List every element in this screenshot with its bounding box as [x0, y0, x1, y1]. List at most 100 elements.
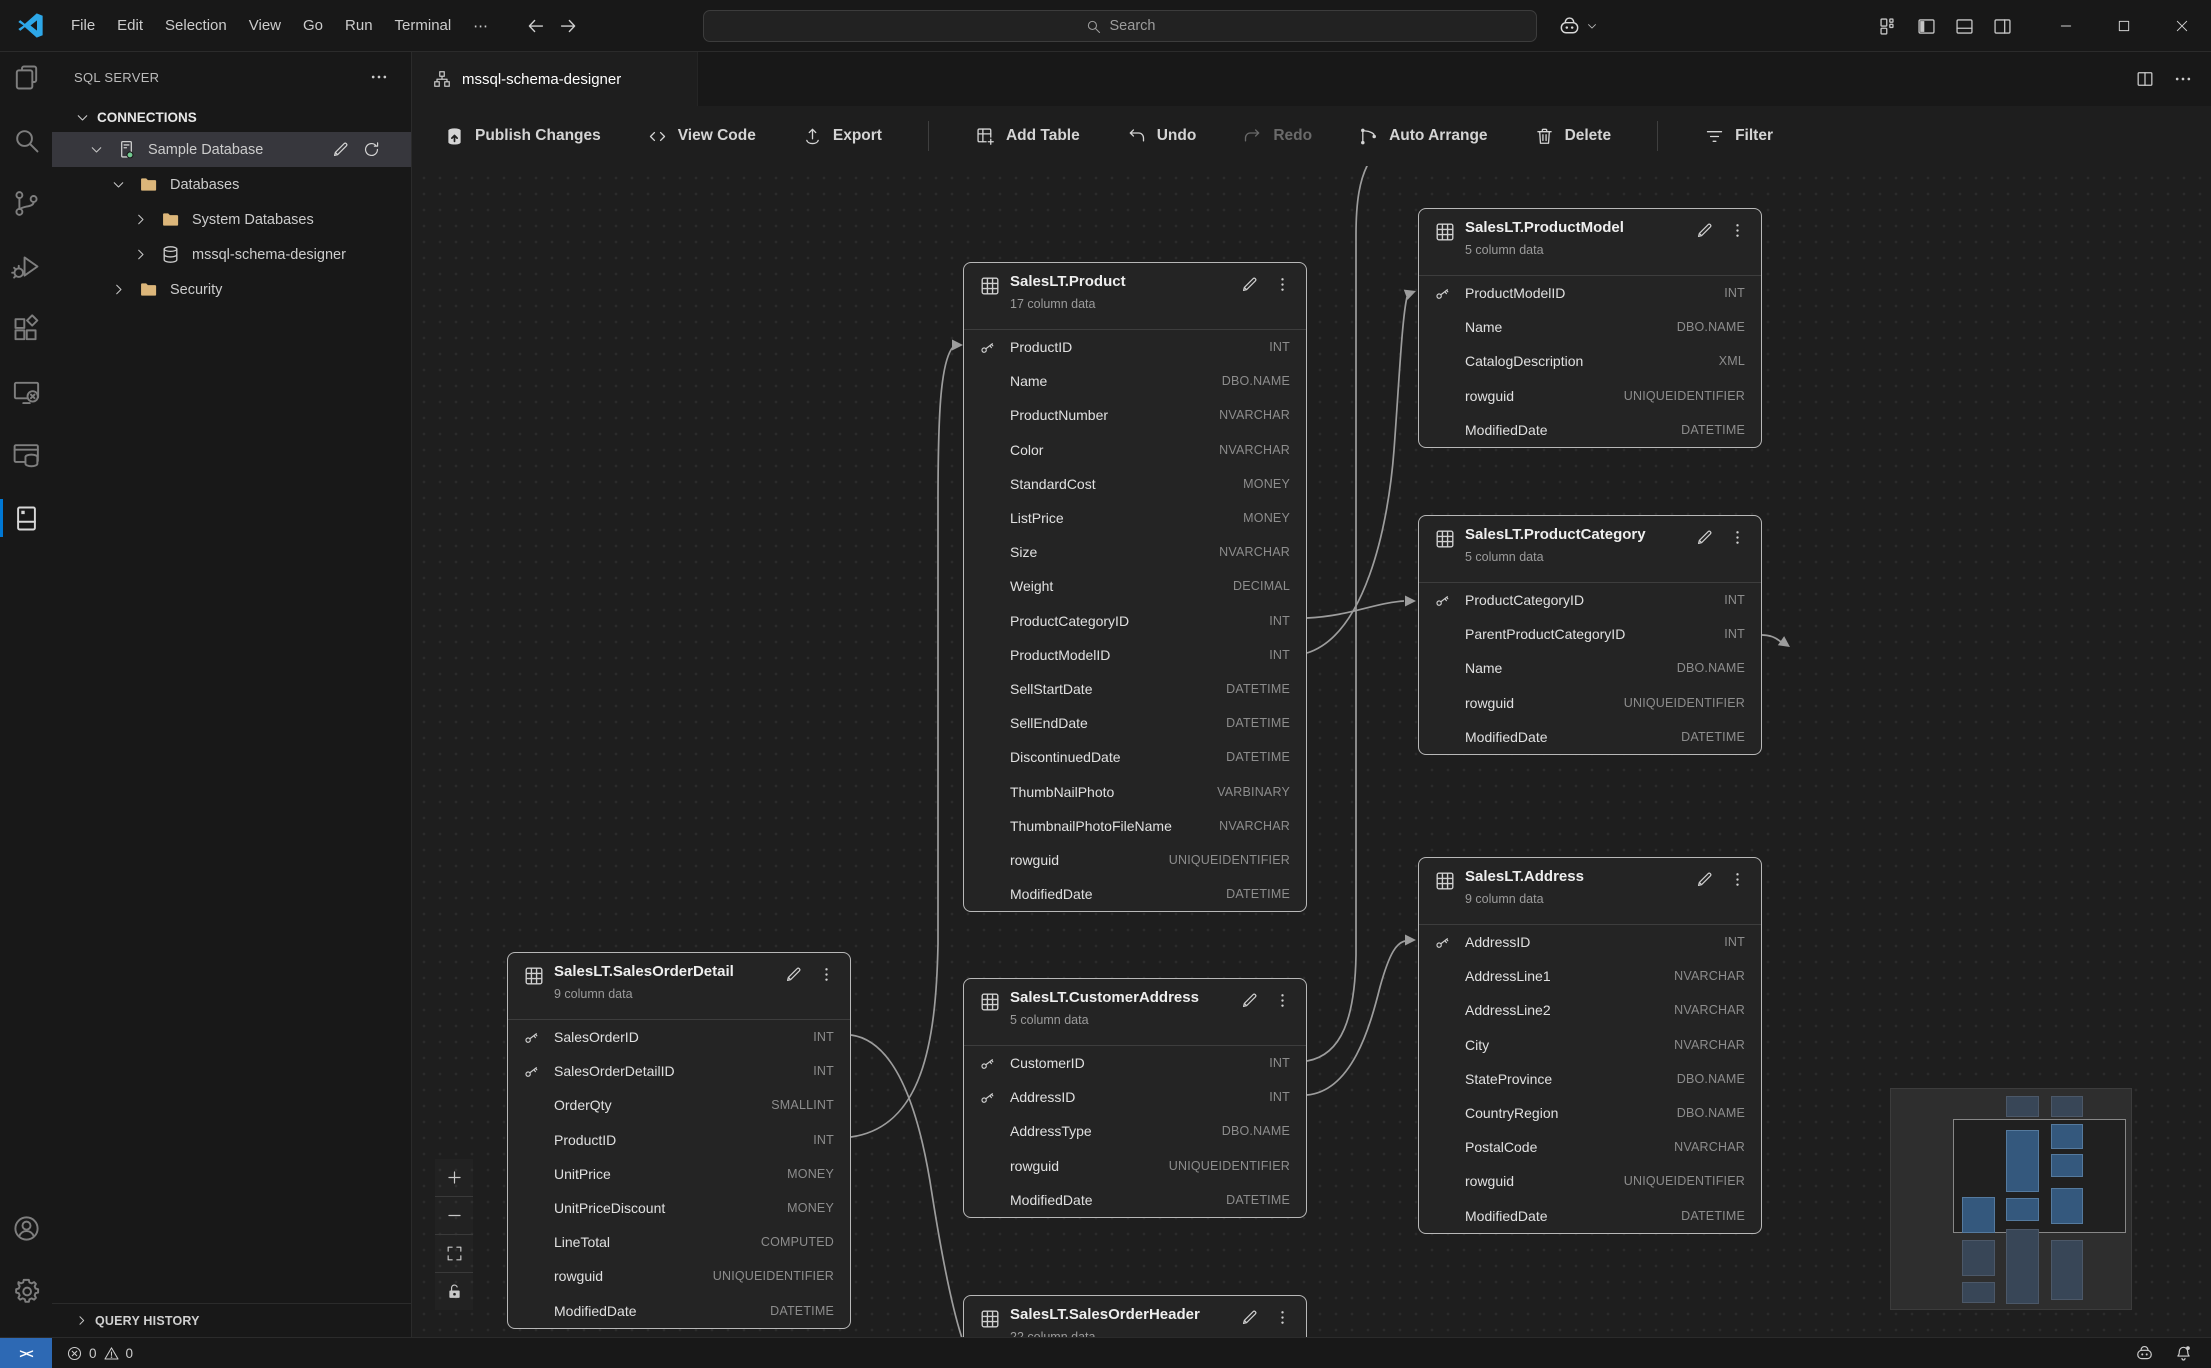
minimap[interactable] [1890, 1088, 2132, 1310]
column-row[interactable]: ModifiedDate DATETIME [964, 1183, 1306, 1217]
fit-view-button[interactable] [435, 1235, 473, 1273]
minimize-button[interactable] [2037, 0, 2095, 52]
undo-button[interactable]: Undo [1126, 126, 1196, 147]
column-row[interactable]: StandardCost MONEY [964, 467, 1306, 501]
column-row[interactable]: ListPrice MONEY [964, 501, 1306, 535]
menu-go[interactable]: Go [303, 16, 324, 34]
copilot-icon[interactable] [2135, 1344, 2154, 1363]
column-row[interactable]: CatalogDescription XML [1419, 344, 1761, 378]
column-row[interactable]: ParentProductCategoryID INT [1419, 617, 1761, 651]
menu-terminal[interactable]: Terminal [394, 16, 452, 34]
activity-item-remote-explorer[interactable] [0, 367, 52, 417]
lock-button[interactable] [435, 1273, 473, 1310]
column-row[interactable]: ProductModelID INT [964, 638, 1306, 672]
tree-item-system-databases[interactable]: System Databases [52, 202, 411, 237]
column-row[interactable]: rowguid UNIQUEIDENTIFIER [1419, 686, 1761, 720]
edit-table-icon[interactable] [1695, 870, 1714, 889]
column-row[interactable]: ProductCategoryID INT [964, 604, 1306, 638]
export-button[interactable]: Export [802, 126, 882, 147]
menu-run[interactable]: Run [345, 16, 373, 34]
column-row[interactable]: Name DBO.NAME [1419, 651, 1761, 685]
column-row[interactable]: ProductID INT [508, 1123, 850, 1157]
column-row[interactable]: AddressType DBO.NAME [964, 1114, 1306, 1148]
column-row[interactable]: ProductNumber NVARCHAR [964, 398, 1306, 432]
column-row[interactable]: LineTotal COMPUTED [508, 1225, 850, 1259]
column-row[interactable]: UnitPriceDiscount MONEY [508, 1191, 850, 1225]
column-row[interactable]: ModifiedDate DATETIME [1419, 413, 1761, 447]
table-card-sales-order-detail[interactable]: SalesLT.SalesOrderDetail 9 column data Sal… [507, 952, 851, 1329]
tree-item-mssql-schema-designer[interactable]: mssql-schema-designer [52, 237, 411, 272]
table-card-address[interactable]: SalesLT.Address 9 column data AddressID INT… [1418, 857, 1762, 1234]
table-card-header[interactable]: SalesLT.SalesOrderHeader 22 column data [964, 1296, 1306, 1337]
tree-item-sample-database[interactable]: Sample Database [52, 132, 411, 167]
activity-item-settings[interactable] [0, 1266, 52, 1316]
table-card-header[interactable]: SalesLT.ProductCategory 5 column data [1419, 516, 1761, 583]
column-row[interactable]: ProductCategoryID INT [1419, 583, 1761, 617]
toggle-panel-icon[interactable] [1954, 16, 1975, 37]
command-center-search[interactable]: Search [703, 10, 1537, 42]
column-row[interactable]: ProductModelID INT [1419, 276, 1761, 310]
column-row[interactable]: City NVARCHAR [1419, 1028, 1761, 1062]
column-row[interactable]: rowguid UNIQUEIDENTIFIER [1419, 1164, 1761, 1198]
schema-canvas[interactable]: SalesLT.Product 17 column data ProductID IN… [412, 166, 2211, 1337]
menu-selection[interactable]: Selection [165, 16, 227, 34]
column-row[interactable]: StateProvince DBO.NAME [1419, 1062, 1761, 1096]
close-tab-icon[interactable] [665, 70, 683, 88]
table-card-header[interactable]: SalesLT.Product 17 column data [964, 263, 1306, 330]
toggle-secondary-sidebar-icon[interactable] [1992, 16, 2013, 37]
menu-file[interactable]: File [71, 16, 96, 34]
redo-button[interactable]: Redo [1242, 126, 1312, 147]
table-card-customer-address[interactable]: SalesLT.CustomerAddress 5 column data Cust… [963, 978, 1307, 1218]
table-menu-icon[interactable] [1273, 991, 1292, 1010]
table-menu-icon[interactable] [1728, 528, 1747, 547]
table-card-header[interactable]: SalesLT.CustomerAddress 5 column data [964, 979, 1306, 1046]
activity-item-source-control[interactable] [0, 178, 52, 228]
activity-item-extensions[interactable] [0, 304, 52, 354]
menu-edit[interactable]: Edit [117, 16, 144, 34]
activity-item-search[interactable] [0, 115, 52, 165]
copilot-menu[interactable] [1558, 0, 1599, 52]
column-row[interactable]: OrderQty SMALLINT [508, 1088, 850, 1122]
editor-more-actions-icon[interactable] [2173, 69, 2193, 89]
activity-item-run-debug[interactable] [0, 241, 52, 291]
back-arrow-icon[interactable] [525, 15, 547, 37]
tree-item-security[interactable]: Security [52, 272, 411, 307]
column-row[interactable]: rowguid UNIQUEIDENTIFIER [508, 1259, 850, 1293]
more-actions-icon[interactable] [369, 67, 389, 87]
column-row[interactable]: CustomerID INT [964, 1046, 1306, 1080]
activity-item-explorer[interactable] [0, 52, 52, 102]
connections-section[interactable]: CONNECTIONS [52, 102, 411, 132]
column-row[interactable]: ModifiedDate DATETIME [508, 1294, 850, 1328]
edit-table-icon[interactable] [1695, 528, 1714, 547]
edit-table-icon[interactable] [1695, 221, 1714, 240]
column-row[interactable]: ThumbNailPhoto VARBINARY [964, 774, 1306, 808]
bell-icon[interactable] [2174, 1344, 2193, 1363]
column-row[interactable]: Name DBO.NAME [964, 364, 1306, 398]
column-row[interactable]: SellStartDate DATETIME [964, 672, 1306, 706]
column-row[interactable]: SellEndDate DATETIME [964, 706, 1306, 740]
view-code-button[interactable]: View Code [647, 126, 756, 147]
tree-item-databases[interactable]: Databases [52, 167, 411, 202]
delete-button[interactable]: Delete [1534, 126, 1611, 147]
column-row[interactable]: rowguid UNIQUEIDENTIFIER [964, 1149, 1306, 1183]
column-row[interactable]: SalesOrderDetailID INT [508, 1054, 850, 1088]
zoom-out-button[interactable] [435, 1197, 473, 1235]
split-editor-icon[interactable] [2135, 69, 2155, 89]
column-row[interactable]: AddressLine1 NVARCHAR [1419, 959, 1761, 993]
column-row[interactable]: PostalCode NVARCHAR [1419, 1130, 1761, 1164]
column-row[interactable]: rowguid UNIQUEIDENTIFIER [964, 843, 1306, 877]
filter-button[interactable]: Filter [1704, 126, 1773, 147]
column-row[interactable]: ModifiedDate DATETIME [1419, 720, 1761, 754]
add-table-button[interactable]: Add Table [975, 126, 1080, 147]
table-card-product[interactable]: SalesLT.Product 17 column data ProductID IN… [963, 262, 1307, 913]
query-history-section[interactable]: QUERY HISTORY [52, 1303, 411, 1337]
tab-mssql-schema-designer[interactable]: mssql-schema-designer [412, 52, 698, 106]
column-row[interactable]: ModifiedDate DATETIME [1419, 1199, 1761, 1233]
edit-table-icon[interactable] [1240, 1308, 1259, 1327]
column-row[interactable]: ThumbnailPhotoFileName NVARCHAR [964, 809, 1306, 843]
remote-indicator[interactable]: >< [0, 1338, 52, 1368]
problems-indicator[interactable]: 0 0 [66, 1345, 133, 1362]
column-row[interactable]: Weight DECIMAL [964, 569, 1306, 603]
toggle-primary-sidebar-icon[interactable] [1916, 16, 1937, 37]
column-row[interactable]: Name DBO.NAME [1419, 310, 1761, 344]
